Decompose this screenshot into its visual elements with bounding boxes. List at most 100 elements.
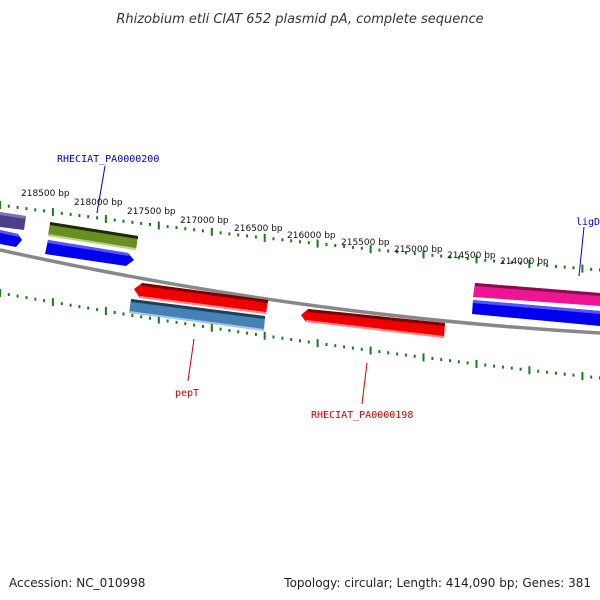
minor-tick bbox=[334, 244, 337, 247]
minor-tick bbox=[546, 264, 549, 268]
minor-tick bbox=[7, 204, 10, 208]
minor-tick bbox=[272, 335, 275, 339]
gene-red-pa0000198[interactable] bbox=[301, 309, 445, 338]
major-tick bbox=[104, 214, 107, 223]
major-tick bbox=[0, 289, 1, 297]
minor-tick bbox=[175, 320, 178, 324]
minor-tick bbox=[387, 249, 390, 253]
minor-tick bbox=[396, 250, 399, 254]
gene-blue-right[interactable] bbox=[472, 300, 600, 326]
gene-red-pept[interactable] bbox=[134, 283, 268, 314]
major-tick bbox=[157, 315, 160, 324]
minor-tick bbox=[360, 246, 363, 250]
gene-blue-forward[interactable] bbox=[45, 240, 134, 266]
minor-tick bbox=[113, 311, 116, 314]
minor-tick bbox=[484, 363, 487, 367]
scale-label: 215000 bp bbox=[394, 245, 443, 255]
gene-blue-partial-left[interactable] bbox=[0, 230, 22, 247]
minor-tick bbox=[440, 358, 443, 362]
minor-tick bbox=[413, 354, 416, 358]
minor-tick bbox=[237, 330, 240, 334]
leader-line bbox=[187, 338, 195, 382]
minor-tick bbox=[590, 375, 593, 379]
minor-tick bbox=[554, 264, 557, 268]
minor-tick bbox=[501, 260, 504, 264]
gene-label-ligd[interactable]: ligD bbox=[576, 217, 600, 228]
minor-tick bbox=[440, 254, 443, 258]
minor-tick bbox=[351, 346, 354, 350]
major-tick bbox=[475, 359, 478, 368]
major-tick bbox=[528, 260, 531, 269]
minor-tick bbox=[16, 205, 19, 209]
major-tick bbox=[369, 346, 372, 355]
minor-tick bbox=[25, 207, 28, 211]
minor-tick bbox=[510, 261, 513, 265]
minor-tick bbox=[166, 319, 169, 323]
minor-tick bbox=[87, 215, 90, 219]
minor-tick bbox=[404, 353, 407, 357]
minor-tick bbox=[43, 299, 46, 303]
minor-tick bbox=[43, 209, 46, 213]
minor-tick bbox=[175, 226, 178, 230]
gene-purple-partial[interactable] bbox=[0, 212, 26, 230]
minor-tick bbox=[519, 261, 522, 265]
major-tick bbox=[475, 255, 478, 264]
minor-tick bbox=[193, 228, 196, 232]
minor-tick bbox=[572, 266, 575, 270]
minor-tick bbox=[34, 297, 37, 301]
minor-tick bbox=[590, 267, 593, 271]
minor-tick bbox=[246, 331, 249, 335]
minor-tick bbox=[25, 296, 28, 300]
scale-label: 217000 bp bbox=[180, 216, 229, 226]
gene-pink-ligd[interactable] bbox=[473, 283, 600, 306]
major-tick bbox=[104, 307, 107, 316]
major-tick bbox=[422, 353, 425, 362]
minor-tick bbox=[431, 357, 434, 360]
minor-tick bbox=[281, 336, 284, 340]
major-tick bbox=[422, 250, 425, 259]
minor-tick bbox=[87, 306, 90, 310]
genome-summary-text: Topology: circular; Length: 414,090 bp; … bbox=[284, 576, 591, 590]
minor-tick bbox=[69, 212, 72, 216]
minor-tick bbox=[501, 365, 504, 369]
gene-olive-pa0000200[interactable] bbox=[48, 222, 138, 250]
major-tick bbox=[51, 208, 54, 217]
gene-label-pa0000198[interactable]: RHECIAT_PA0000198 bbox=[311, 410, 413, 421]
minor-tick bbox=[457, 256, 460, 260]
minor-tick bbox=[334, 344, 337, 348]
minor-tick bbox=[272, 237, 275, 241]
minor-tick bbox=[519, 367, 522, 371]
scale-label: 217500 bp bbox=[127, 207, 176, 217]
minor-tick bbox=[78, 214, 81, 218]
minor-tick bbox=[307, 340, 310, 344]
minor-tick bbox=[413, 252, 416, 256]
minor-tick bbox=[537, 369, 540, 373]
minor-tick bbox=[449, 255, 451, 259]
gene-steelblue[interactable] bbox=[129, 299, 265, 331]
minor-tick bbox=[431, 253, 434, 257]
major-tick bbox=[316, 339, 319, 348]
scale-label: 214500 bp bbox=[447, 251, 496, 261]
minor-tick bbox=[563, 265, 566, 269]
minor-tick bbox=[60, 302, 63, 306]
scale-label: 214000 bp bbox=[500, 257, 549, 267]
major-tick bbox=[0, 201, 1, 209]
minor-tick bbox=[378, 248, 381, 252]
scale-label: 218500 bp bbox=[21, 189, 70, 199]
leader-line bbox=[578, 226, 585, 277]
minor-tick bbox=[387, 351, 390, 355]
plasmid-backbone bbox=[0, 248, 600, 335]
major-tick bbox=[157, 221, 160, 230]
gene-label-pa0000200[interactable]: RHECIAT_PA0000200 bbox=[57, 154, 159, 165]
minor-tick bbox=[228, 232, 231, 236]
minor-tick bbox=[184, 322, 187, 326]
minor-tick bbox=[34, 208, 37, 212]
minor-tick bbox=[228, 329, 231, 332]
minor-tick bbox=[572, 373, 575, 377]
gene-label-pept[interactable]: pepT bbox=[175, 388, 199, 399]
map-title: Rhizobium etli CIAT 652 plasmid pA, comp… bbox=[116, 12, 483, 27]
major-tick bbox=[369, 245, 372, 254]
minor-tick bbox=[201, 325, 204, 328]
minor-tick bbox=[290, 239, 293, 243]
minor-tick bbox=[449, 359, 451, 363]
